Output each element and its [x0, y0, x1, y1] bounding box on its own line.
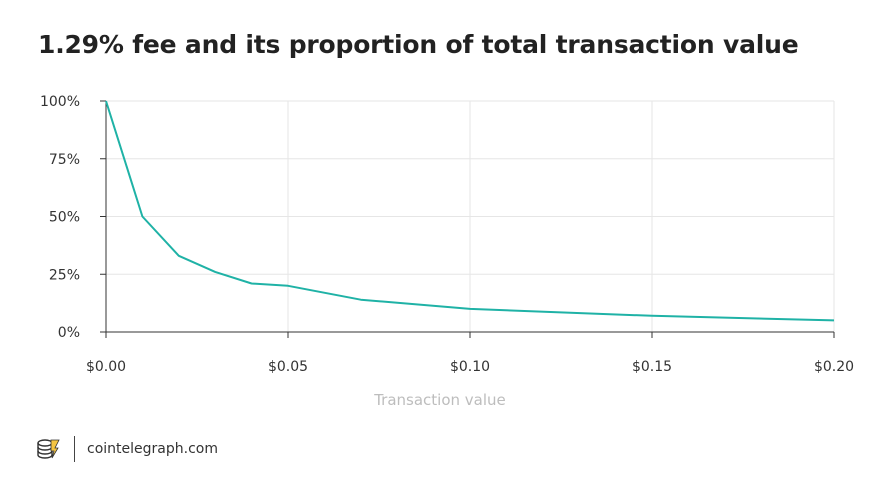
chart-title: 1.29% fee and its proportion of total tr… — [38, 30, 799, 59]
series-layer — [105, 100, 835, 322]
x-tick-label: $0.10 — [450, 359, 490, 375]
site-name: cointelegraph.com — [87, 441, 218, 457]
x-tick-label: $0.00 — [86, 359, 126, 375]
x-tick-label: $0.05 — [268, 359, 308, 375]
axes — [100, 100, 835, 338]
footer-divider — [74, 436, 75, 462]
fee-proportion-line — [105, 100, 835, 322]
y-tick-label: 75% — [49, 152, 80, 168]
x-tick-label: $0.20 — [814, 359, 854, 375]
footer: cointelegraph.com — [36, 436, 218, 462]
y-tick-label: 100% — [40, 94, 80, 110]
y-tick-label: 50% — [49, 210, 80, 226]
tick-labels: 0% 25% 50% 75% 100% $0.00 $0.05 $0.10 $0.15 $0.20 — [40, 94, 854, 375]
x-tick-label: $0.15 — [632, 359, 672, 375]
cointelegraph-logo-icon — [36, 436, 62, 462]
y-tick-label: 25% — [49, 267, 80, 283]
x-axis-label: Transaction value — [373, 391, 506, 409]
y-tick-label: 0% — [58, 325, 80, 341]
grid-lines — [106, 100, 835, 332]
